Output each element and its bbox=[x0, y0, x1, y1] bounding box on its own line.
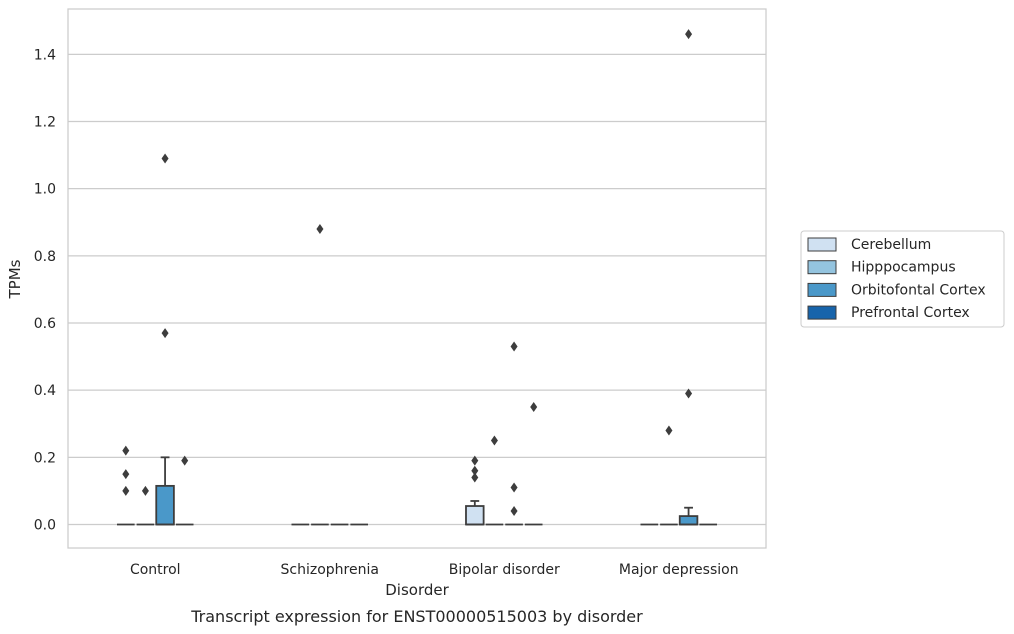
outlier-point bbox=[471, 465, 479, 476]
outlier-point bbox=[490, 435, 498, 446]
x-tick-label: Schizophrenia bbox=[281, 562, 379, 578]
legend-swatch bbox=[807, 260, 837, 275]
outlier-point bbox=[122, 469, 130, 480]
outlier-point bbox=[181, 455, 189, 466]
y-tick-label: 0.2 bbox=[34, 450, 56, 466]
legend-label: Hipppocampus bbox=[851, 260, 956, 276]
series-prefrontal-cortex bbox=[175, 401, 718, 526]
y-axis-ticks: 0.0 0.2 0.4 0.6 0.8 1.0 1.2 1.4 bbox=[34, 47, 56, 533]
y-tick-label: 0.4 bbox=[34, 383, 56, 399]
series-orbitofontal-cortex bbox=[155, 29, 699, 526]
legend-swatch bbox=[807, 305, 837, 320]
box bbox=[678, 515, 699, 526]
outlier-point bbox=[122, 485, 130, 496]
y-tick-label: 0.0 bbox=[34, 517, 56, 533]
outlier-point bbox=[510, 482, 518, 493]
outlier-point bbox=[161, 153, 169, 164]
x-axis-ticks: Control Schizophrenia Bipolar disorder Majo… bbox=[130, 562, 739, 578]
legend-label: Orbitofontal Cortex bbox=[851, 282, 986, 298]
y-tick-label: 0.6 bbox=[34, 316, 56, 332]
legend-frame bbox=[800, 230, 1005, 328]
outlier-point bbox=[510, 341, 518, 352]
outlier-point bbox=[685, 388, 693, 399]
x-tick-label: Control bbox=[130, 562, 181, 578]
box bbox=[155, 484, 175, 526]
x-axis-label: Disorder bbox=[385, 581, 449, 599]
outlier-point bbox=[141, 485, 149, 496]
outlier-point bbox=[685, 29, 693, 40]
plot-frame bbox=[67, 8, 767, 549]
gridlines bbox=[68, 53, 766, 526]
y-tick-label: 1.0 bbox=[34, 182, 56, 198]
outlier-point bbox=[122, 445, 130, 456]
y-tick-label: 1.2 bbox=[34, 115, 56, 131]
outlier-point bbox=[471, 455, 479, 466]
legend-swatch bbox=[807, 237, 837, 252]
outlier-point bbox=[665, 425, 673, 436]
outlier-point bbox=[530, 401, 538, 412]
series-hipppocampus bbox=[136, 223, 678, 526]
y-axis-label: TPMs bbox=[6, 259, 24, 299]
x-tick-label: Major depression bbox=[619, 562, 739, 578]
legend-label: Prefrontal Cortex bbox=[851, 305, 970, 321]
legend-label: Cerebellum bbox=[851, 237, 931, 253]
outlier-point bbox=[316, 223, 324, 234]
series-cerebellum bbox=[116, 445, 659, 526]
legend-swatch bbox=[807, 282, 837, 297]
x-tick-label: Bipolar disorder bbox=[449, 562, 560, 578]
legend: Cerebellum Hipppocampus Orbitofontal Corte… bbox=[800, 230, 1005, 328]
plot-area bbox=[116, 29, 718, 526]
y-tick-label: 0.8 bbox=[34, 249, 56, 265]
chart-caption: Transcript expression for ENST0000051500… bbox=[190, 607, 643, 626]
outlier-point bbox=[471, 472, 479, 483]
outlier-point bbox=[510, 506, 518, 517]
outlier-point bbox=[161, 328, 169, 339]
box bbox=[465, 505, 485, 526]
y-tick-label: 1.4 bbox=[34, 47, 56, 63]
